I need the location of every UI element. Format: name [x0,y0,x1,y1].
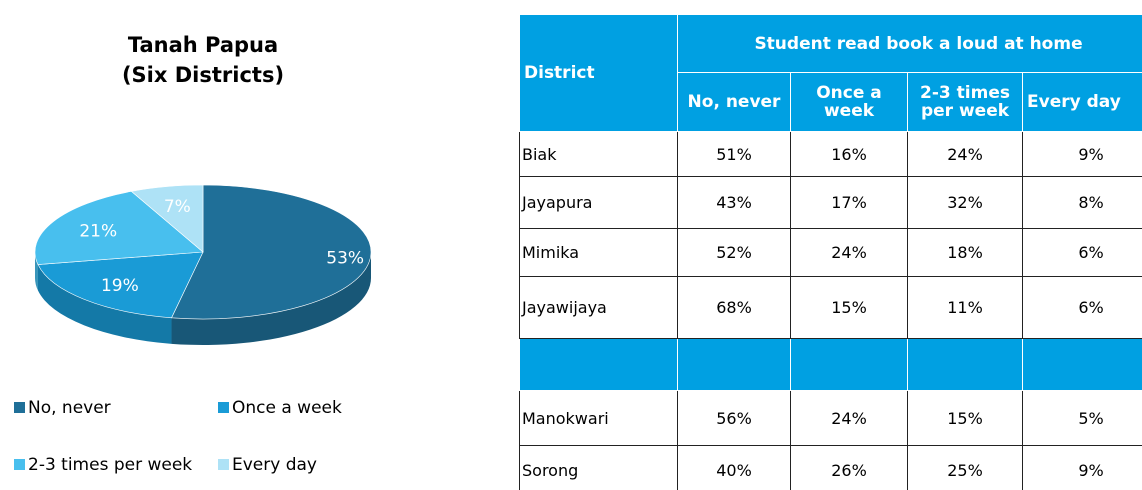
pie-slice [34,191,204,265]
table-container: District Student read book a loud at home… [519,14,1142,490]
district-cell: Jayapura [519,176,678,229]
pie-side [171,252,371,345]
data-label: 21% [79,222,117,242]
spacer-cell [519,338,678,391]
value-cell: 8% [1021,176,1142,229]
value-cell: 9% [1021,131,1142,177]
value-cell: 6% [1021,228,1142,277]
value-cell: 32% [907,176,1023,229]
value-cell: 24% [907,131,1023,177]
legend-label: Once a week [232,398,342,418]
spacer-row [519,338,1142,391]
district-cell: Manokwari [519,390,678,446]
column-header: No, never [677,72,791,132]
pie-slice [130,184,204,253]
chart-title: Tanah Papua [128,33,278,57]
value-cell: 25% [907,445,1023,490]
district-cell: Sorong [519,445,678,490]
group-header: Student read book a loud at home [676,14,1142,73]
table-row: Mimika 52% 24% 18% 6% [519,228,1142,277]
value-cell: 56% [677,390,791,446]
pie-side [35,252,38,291]
spacer-cell [790,338,908,391]
value-cell: 5% [1021,390,1142,446]
value-cell: 15% [790,276,908,339]
table-row: Sorong 40% 26% 25% 9% [519,445,1142,490]
pie-chart: Tanah Papua (Six Districts) 53% 19% 21% 7% N… [14,33,372,475]
data-label: 53% [326,248,364,268]
value-cell: 52% [677,228,791,277]
district-header: District [519,14,678,132]
value-cell: 24% [790,390,908,446]
district-cell: Mimika [519,228,678,277]
value-cell: 15% [907,390,1023,446]
spacer-cell [907,338,1023,391]
data-table: District Student read book a loud at home… [519,14,1142,490]
value-cell: 51% [677,131,791,177]
column-header: Once a week [790,72,908,132]
column-header: Every day [1021,72,1142,132]
district-cell: Biak [519,131,678,177]
table-row: Jayapura 43% 17% 32% 8% [519,176,1142,229]
pie-slice [37,251,204,319]
value-cell: 43% [677,176,791,229]
spacer-cell [1021,338,1142,391]
value-cell: 40% [677,445,791,490]
data-label: 7% [164,197,191,217]
value-cell: 11% [907,276,1023,339]
value-cell: 68% [677,276,791,339]
pie-side [37,264,172,344]
pie-slice [171,184,372,320]
legend-label: No, never [28,398,111,418]
legend-label: 2-3 times per week [28,455,192,475]
legend-swatch [14,402,25,413]
legend-swatch [218,459,229,470]
value-cell: 17% [790,176,908,229]
value-cell: 26% [790,445,908,490]
legend-label: Every day [232,455,317,475]
district-cell: Jayawijaya [519,276,678,339]
value-cell: 6% [1021,276,1142,339]
table-row: Manokwari 56% 24% 15% 5% [519,390,1142,446]
column-header: 2-3 times per week [907,72,1023,132]
value-cell: 9% [1021,445,1142,490]
value-cell: 16% [790,131,908,177]
table-row: Jayawijaya 68% 15% 11% 6% [519,276,1142,339]
value-cell: 24% [790,228,908,277]
table-row: Biak 51% 16% 24% 9% [519,131,1142,177]
spacer-cell [677,338,791,391]
legend-swatch [14,459,25,470]
chart-subtitle: (Six Districts) [122,63,284,87]
value-cell: 18% [907,228,1023,277]
legend-swatch [218,402,229,413]
data-label: 19% [101,276,139,296]
